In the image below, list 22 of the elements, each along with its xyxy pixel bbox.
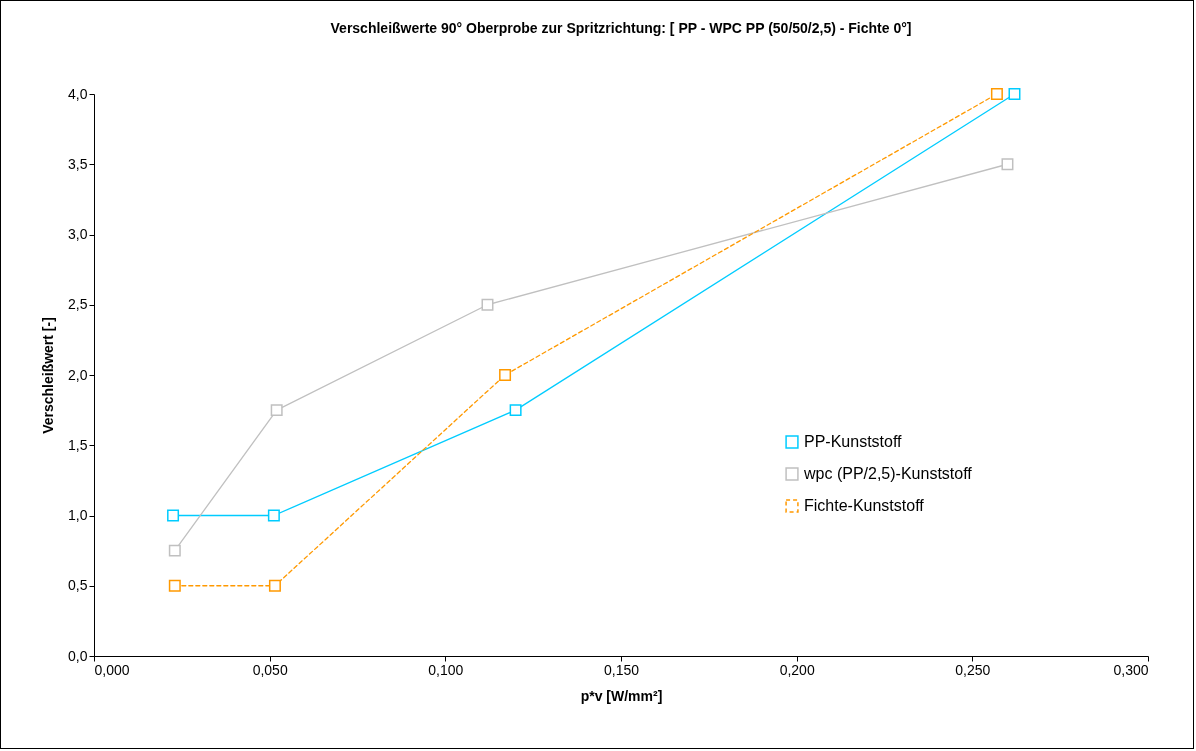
y-tick-label: 2,5 bbox=[68, 296, 88, 313]
chart-title: Verschleißwerte 90° Oberprobe zur Spritzrichtung: [ PP - WPC PP (50/50/2,5) - Fichte 0°] bbox=[330, 19, 912, 36]
y-axis-title: Verschleißwert [-] bbox=[40, 317, 57, 434]
x-tick-label: 0,200 bbox=[779, 661, 815, 678]
y-tick-label: 3,5 bbox=[68, 155, 88, 172]
x-tick-label: 0,050 bbox=[252, 661, 288, 678]
y-tick-label: 3,0 bbox=[68, 226, 88, 242]
y-tick-label: 1,5 bbox=[68, 436, 88, 453]
x-tick-label: 0,300 bbox=[1113, 661, 1149, 678]
x-tick-label: 0,100 bbox=[428, 661, 464, 678]
legend-label: wpc (PP/2,5)-Kunststoff bbox=[803, 465, 973, 482]
y-tick-label: 4,0 bbox=[68, 85, 88, 102]
y-tick-label: 0,0 bbox=[68, 647, 88, 664]
x-tick-label: 0,150 bbox=[603, 661, 640, 678]
legend-label: PP-Kunststoff bbox=[804, 433, 903, 450]
y-tick-label: 0,5 bbox=[68, 577, 88, 594]
x-tick-label: 0,000 bbox=[94, 661, 130, 678]
x-tick-label: 0,250 bbox=[955, 661, 991, 678]
legend-label: Fichte-Kunststoff bbox=[804, 497, 925, 514]
y-tick-label: 2,0 bbox=[68, 366, 88, 383]
y-tick-label: 1,0 bbox=[68, 507, 88, 523]
x-axis-title: p*v [W/mm²] bbox=[580, 687, 663, 704]
